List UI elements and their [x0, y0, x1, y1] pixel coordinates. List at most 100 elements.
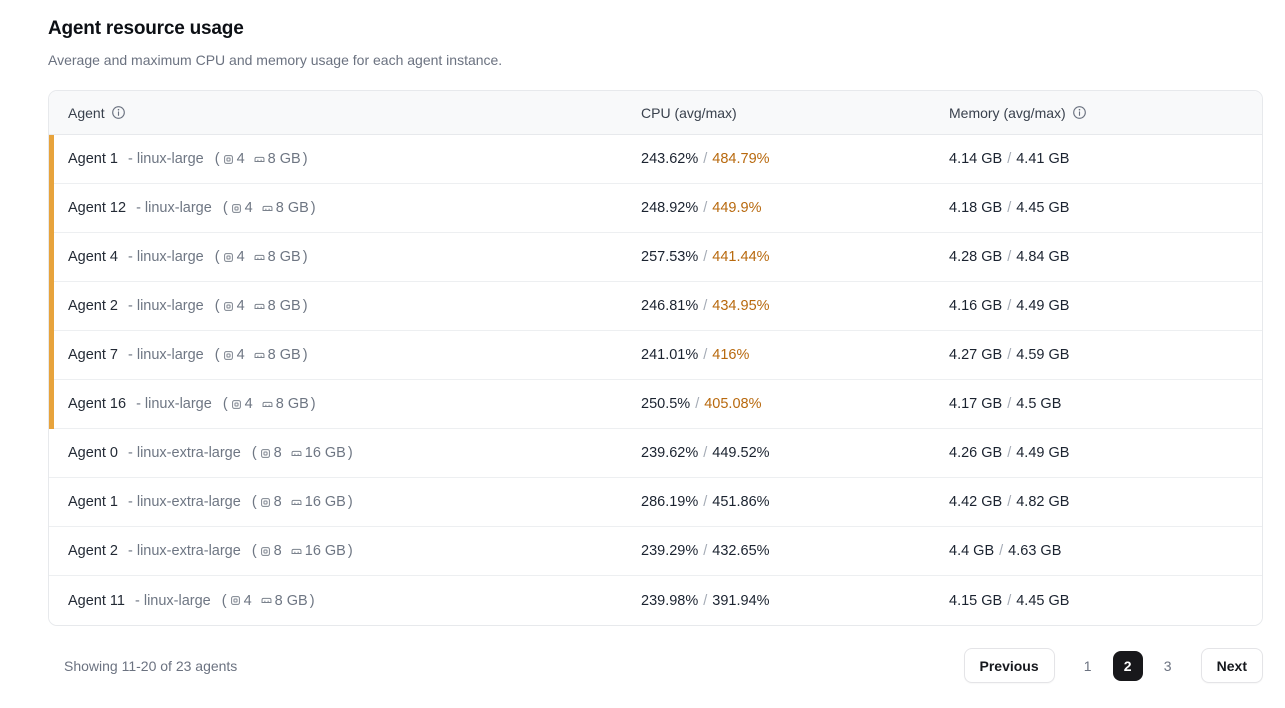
- paren-close: ): [302, 151, 308, 167]
- page-number-1[interactable]: 1: [1083, 657, 1092, 674]
- cpu-avg-value: 243.62%: [641, 151, 699, 167]
- ram-amount: 8 GB: [274, 592, 308, 609]
- memory-usage-cell: 4.27 GB / 4.59 GB: [949, 347, 1262, 363]
- memory-max-value: 4.41 GB: [1016, 151, 1070, 167]
- cpu-avg-value: 241.01%: [641, 347, 699, 363]
- cpu-max-value: 391.94%: [712, 592, 770, 609]
- table-row: Agent 1 - linux-extra-large ( 8 16 GB) 2…: [49, 478, 1262, 527]
- memory-max-value: 4.84 GB: [1016, 249, 1070, 265]
- memory-max-value: 4.5 GB: [1016, 396, 1062, 412]
- memory-avg-value: 4.4 GB: [949, 543, 995, 559]
- memory-avg-value: 4.15 GB: [949, 592, 1003, 609]
- cpu-count: 8: [273, 543, 282, 559]
- memory-usage-cell: 4.18 GB / 4.45 GB: [949, 200, 1262, 216]
- table-row: Agent 12 - linux-large ( 4 8 GB) 248.92%…: [49, 184, 1262, 233]
- page-number-2-active[interactable]: 2: [1112, 650, 1143, 681]
- memory-slash: /: [1007, 347, 1012, 363]
- next-page-button[interactable]: Next: [1200, 648, 1263, 683]
- cpu-count: 4: [236, 151, 245, 167]
- cpu-avg-value: 239.98%: [641, 592, 699, 609]
- paren-close: ): [347, 445, 353, 461]
- cpu-slash: /: [695, 396, 700, 412]
- cpu-count: 4: [236, 298, 245, 314]
- memory-slash: /: [1007, 592, 1012, 609]
- cpu-usage-cell: 250.5% / 405.08%: [641, 396, 949, 412]
- cpu-usage-cell: 243.62% / 484.79%: [641, 151, 949, 167]
- memory-usage-cell: 4.16 GB / 4.49 GB: [949, 298, 1262, 314]
- agent-cell: Agent 7 - linux-large ( 4 8 GB): [68, 347, 641, 363]
- agent-cell: Agent 11 - linux-large ( 4 8 GB): [68, 593, 641, 609]
- agent-name: Agent 1: [68, 494, 118, 510]
- column-header-agent: Agent: [68, 105, 641, 121]
- cpu-usage-cell: 286.19% / 451.86%: [641, 494, 949, 510]
- cpu-avg-value: 250.5%: [641, 396, 691, 412]
- cpu-max-value: 484.79%: [712, 151, 770, 167]
- cpu-slash: /: [703, 298, 708, 314]
- agent-cell: Agent 1 - linux-large ( 4 8 GB): [68, 151, 641, 167]
- cpu-chip-icon: [229, 594, 242, 607]
- agent-specs: ( 4 8 GB): [215, 298, 308, 314]
- agent-instance-type: - linux-large: [128, 298, 204, 314]
- agent-instance-type: - linux-large: [128, 249, 204, 265]
- memory-slash: /: [999, 543, 1004, 559]
- cpu-slash: /: [703, 200, 708, 216]
- agent-name: Agent 16: [68, 396, 127, 412]
- cpu-chip-icon: [222, 300, 235, 313]
- cpu-max-value: 449.9%: [712, 200, 762, 216]
- memory-icon: [290, 447, 303, 460]
- paren-open: (: [251, 494, 257, 510]
- cpu-slash: /: [703, 249, 708, 265]
- paren-close: ): [302, 249, 308, 265]
- agent-specs: ( 4 8 GB): [215, 151, 308, 167]
- memory-usage-cell: 4.17 GB / 4.5 GB: [949, 396, 1262, 412]
- memory-avg-value: 4.14 GB: [949, 151, 1003, 167]
- cpu-max-value: 434.95%: [712, 298, 770, 314]
- memory-icon: [290, 545, 303, 558]
- cpu-chip-icon: [222, 153, 235, 166]
- column-header-cpu-label: CPU (avg/max): [641, 104, 737, 121]
- column-header-cpu: CPU (avg/max): [641, 105, 949, 121]
- paren-open: (: [222, 200, 228, 216]
- cpu-count: 8: [273, 445, 282, 461]
- memory-max-value: 4.45 GB: [1016, 592, 1070, 609]
- table-body: Agent 1 - linux-large ( 4 8 GB) 243.62% …: [49, 135, 1262, 625]
- agent-specs: ( 4 8 GB): [215, 347, 308, 363]
- memory-avg-value: 4.17 GB: [949, 396, 1003, 412]
- memory-usage-cell: 4.28 GB / 4.84 GB: [949, 249, 1262, 265]
- cpu-max-value: 416%: [712, 347, 750, 363]
- memory-info-icon[interactable]: [1072, 105, 1087, 120]
- paren-open: (: [222, 396, 228, 412]
- cpu-usage-cell: 246.81% / 434.95%: [641, 298, 949, 314]
- ram-amount: 16 GB: [304, 494, 346, 510]
- page-number-3[interactable]: 3: [1163, 657, 1172, 674]
- agent-specs: ( 4 8 GB): [222, 593, 315, 609]
- cpu-max-value: 451.86%: [712, 494, 770, 510]
- table-header-row: Agent CPU (avg/max) Memory (avg/max): [49, 91, 1262, 135]
- paren-close: ): [310, 396, 316, 412]
- memory-avg-value: 4.42 GB: [949, 494, 1003, 510]
- cpu-usage-cell: 239.29% / 432.65%: [641, 543, 949, 559]
- memory-usage-cell: 4.14 GB / 4.41 GB: [949, 151, 1262, 167]
- paren-open: (: [214, 347, 220, 363]
- cpu-count: 8: [273, 494, 282, 510]
- paren-close: ): [310, 200, 316, 216]
- paren-close: ): [302, 347, 308, 363]
- memory-icon: [253, 153, 266, 166]
- memory-slash: /: [1007, 396, 1012, 412]
- memory-max-value: 4.63 GB: [1008, 543, 1062, 559]
- cpu-max-value: 449.52%: [712, 445, 770, 461]
- cpu-chip-icon: [259, 545, 272, 558]
- agent-name: Agent 1: [68, 151, 118, 167]
- agent-specs: ( 8 16 GB): [252, 445, 353, 461]
- agent-name: Agent 11: [68, 592, 125, 609]
- memory-usage-cell: 4.15 GB / 4.45 GB: [949, 593, 1262, 609]
- memory-slash: /: [1007, 494, 1012, 510]
- cpu-chip-icon: [222, 251, 235, 264]
- previous-page-button[interactable]: Previous: [963, 648, 1055, 683]
- paren-close: ): [347, 543, 353, 559]
- agent-instance-type: - linux-large: [128, 347, 204, 363]
- agent-name: Agent 7: [68, 347, 118, 363]
- agent-info-icon[interactable]: [111, 105, 126, 120]
- cpu-avg-value: 286.19%: [641, 494, 699, 510]
- cpu-avg-value: 239.29%: [641, 543, 699, 559]
